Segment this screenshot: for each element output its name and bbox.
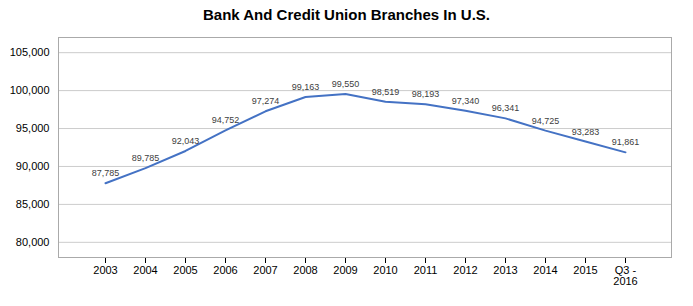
svg-text:105,000: 105,000 xyxy=(10,46,50,58)
svg-text:2011: 2011 xyxy=(414,264,438,276)
svg-text:2005: 2005 xyxy=(173,264,197,276)
svg-text:94,752: 94,752 xyxy=(212,115,240,125)
svg-text:90,000: 90,000 xyxy=(16,160,50,172)
svg-text:2014: 2014 xyxy=(533,264,557,276)
svg-text:2015: 2015 xyxy=(573,264,597,276)
svg-text:96,341: 96,341 xyxy=(492,103,520,113)
svg-text:97,274: 97,274 xyxy=(252,96,280,106)
svg-text:2007: 2007 xyxy=(253,264,277,276)
svg-text:2009: 2009 xyxy=(333,264,357,276)
svg-text:98,519: 98,519 xyxy=(372,87,400,97)
svg-text:94,725: 94,725 xyxy=(532,116,560,126)
svg-text:92,043: 92,043 xyxy=(172,136,200,146)
svg-text:99,163: 99,163 xyxy=(292,82,320,92)
svg-text:99,550: 99,550 xyxy=(332,79,360,89)
svg-text:87,785: 87,785 xyxy=(92,168,120,178)
svg-text:89,785: 89,785 xyxy=(132,153,160,163)
svg-text:2004: 2004 xyxy=(133,264,157,276)
svg-text:91,861: 91,861 xyxy=(612,137,640,147)
svg-text:2003: 2003 xyxy=(93,264,117,276)
svg-text:Q3 -2016: Q3 -2016 xyxy=(613,264,637,287)
svg-text:85,000: 85,000 xyxy=(16,198,50,210)
svg-text:98,193: 98,193 xyxy=(412,89,440,99)
svg-text:2012: 2012 xyxy=(453,264,477,276)
svg-text:2006: 2006 xyxy=(213,264,237,276)
svg-text:80,000: 80,000 xyxy=(16,236,50,248)
svg-text:95,000: 95,000 xyxy=(16,122,50,134)
svg-text:2013: 2013 xyxy=(493,264,517,276)
svg-text:2010: 2010 xyxy=(373,264,397,276)
svg-text:2008: 2008 xyxy=(293,264,317,276)
svg-text:93,283: 93,283 xyxy=(572,127,600,137)
html-text:Bank And Credit Union Branches: Bank And Credit Union Branches In U.S. xyxy=(203,6,490,23)
svg-text:100,000: 100,000 xyxy=(10,84,50,96)
svg-text:97,340: 97,340 xyxy=(452,96,480,106)
